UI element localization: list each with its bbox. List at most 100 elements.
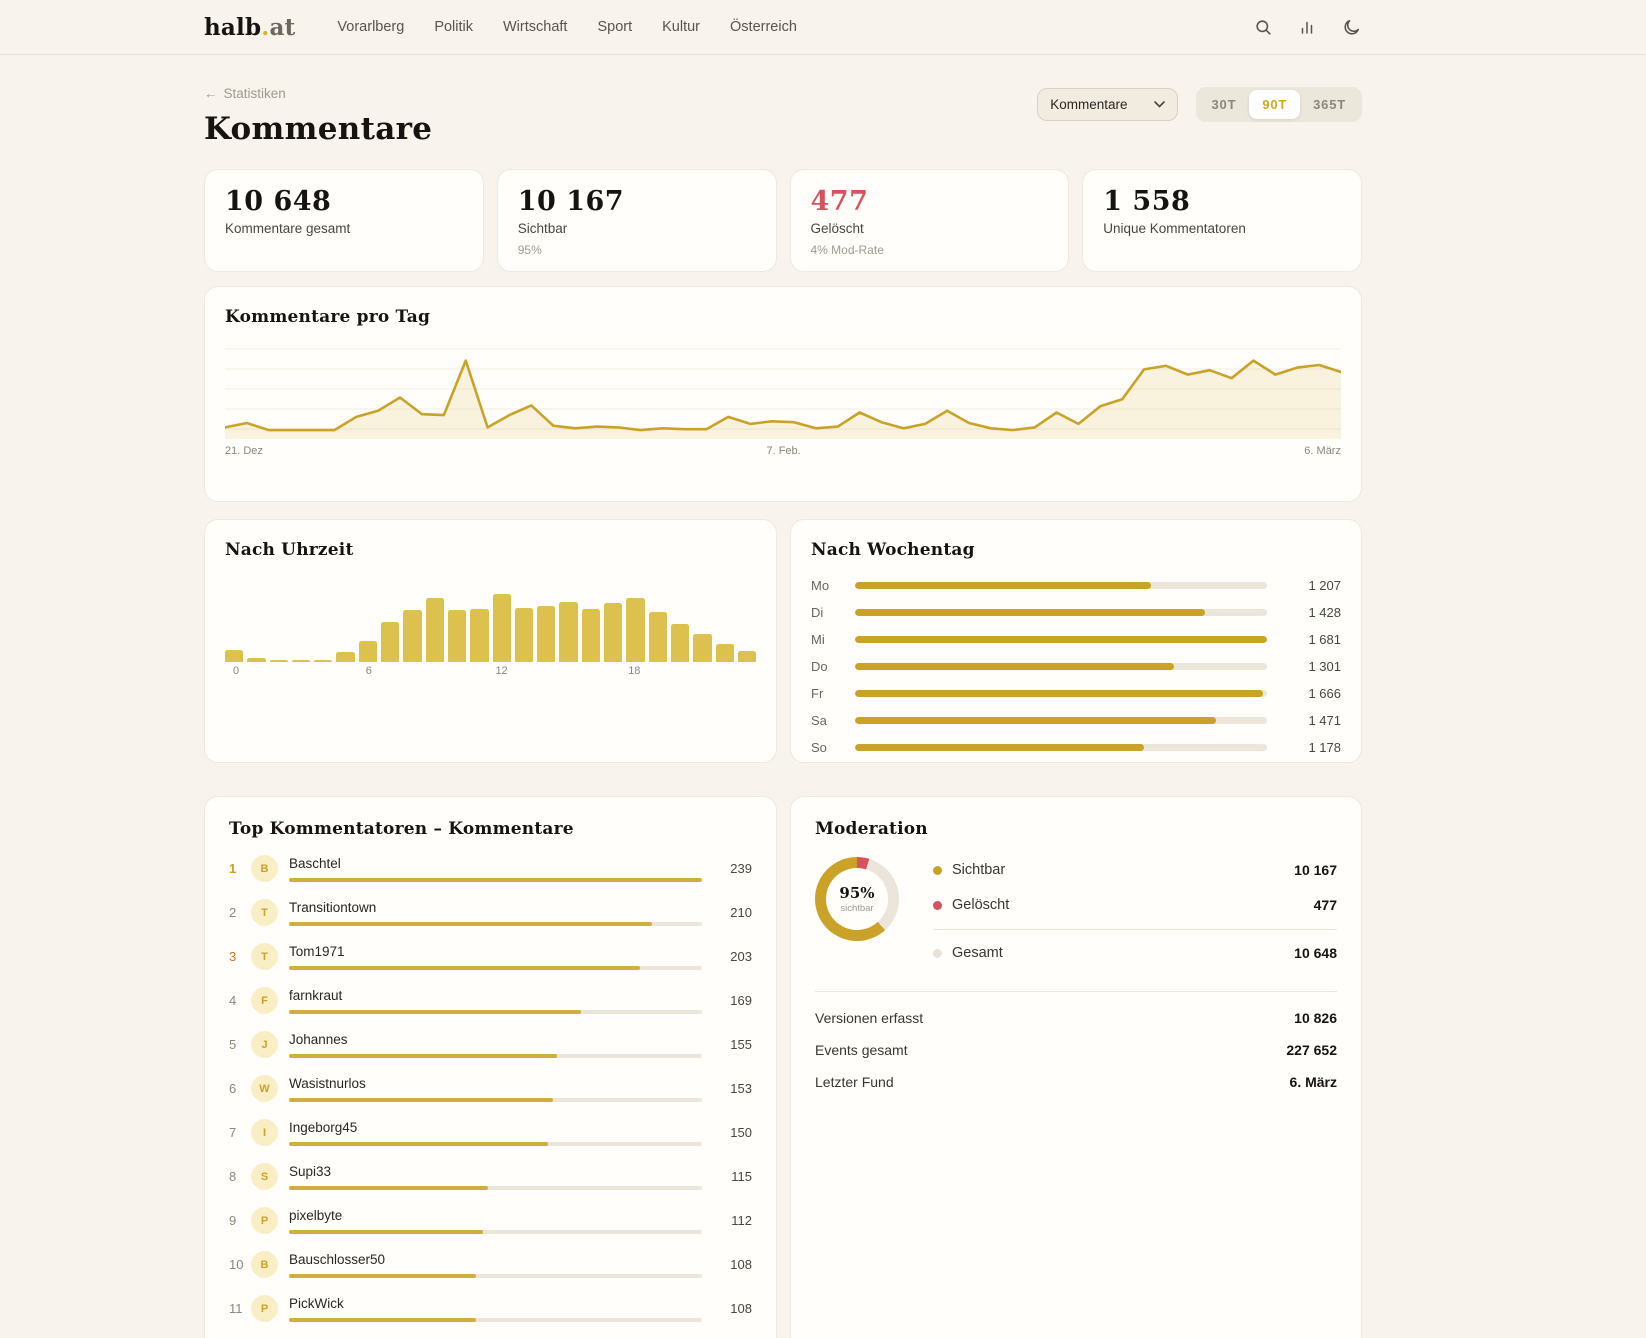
moderation-stat-label: Events gesamt [815,1042,908,1058]
commenter-name: Baschtel [289,855,341,871]
weekday-value: 1 428 [1308,605,1341,620]
commenter-rank: 8 [229,1169,237,1184]
x-tick-mid: 7. Feb. [766,445,801,457]
stat-cards-row: 10 648 Kommentare gesamt 10 167 Sichtbar 95%… [204,169,1362,272]
hour-bar-4 [314,659,333,662]
weekday-row-sa: Sa 1 471 [811,713,1341,728]
commenter-main: Bauschlosser50 [289,1252,702,1278]
commenter-main: Tom1971 [289,944,702,970]
commenter-avatar: F [251,987,278,1014]
weekday-value: 1 301 [1308,659,1341,674]
range-button-30t[interactable]: 30T [1199,90,1250,119]
metric-select[interactable]: Kommentare [1037,88,1178,121]
hour-bar-15 [559,602,578,662]
hours-chart-card: Nach Uhrzeit 0 6 12 18 [204,519,777,763]
legend-dot [933,900,942,910]
weekday-row-do: Do 1 301 [811,659,1341,674]
nav-item-sterreich[interactable]: Österreich [730,19,797,35]
weekday-row-di: Di 1 428 [811,605,1341,620]
daily-chart-x-axis: 21. Dez 7. Feb. 6. März [225,445,1341,457]
commenter-name: Wasistnurlos [289,1075,366,1091]
commenter-bar-fill [289,1273,476,1278]
range-button-90t[interactable]: 90T [1249,90,1301,119]
main-nav: Vorarlberg Politik Wirtschaft Sport Kultur Ös… [337,19,797,35]
commenter-bar-fill [289,1185,488,1190]
commenter-rank: 9 [229,1213,237,1228]
weekday-chart-card: Nach Wochentag Mo 1 207 Di 1 428 Mi 1 681 Do 1 … [790,519,1362,763]
commenter-rank: 10 [229,1257,244,1272]
dark-mode-icon[interactable] [1340,16,1362,38]
commenter-bar-track [289,921,702,926]
hour-bar-10 [447,610,467,662]
chevron-down-icon [1153,101,1165,108]
legend-dot [933,865,942,875]
nav-item-wirtschaft[interactable]: Wirtschaft [503,19,568,35]
back-to-statistiken-link[interactable]: ← Statistiken [204,86,286,101]
top-commenter-row-10: 10 B Bauschlosser50 108 [229,1251,752,1278]
stat-sublabel: 95% [517,243,542,257]
moderation-stat-value: 6. März [1289,1074,1337,1090]
hour-bar-6 [358,641,378,662]
commenter-bar-fill [289,1317,476,1322]
commenter-value: 153 [730,1081,752,1096]
nav-item-kultur[interactable]: Kultur [662,19,701,35]
commenter-avatar: T [251,943,278,970]
moderation-stat-value: 10 826 [1294,1010,1337,1026]
hours-x-axis: 0 6 12 18 [225,662,756,680]
hour-tick-12: 12 [495,665,508,677]
site-logo[interactable]: halb.at [204,13,296,41]
commenter-bar-track [289,1053,702,1058]
topbar: halb.at Vorarlberg Politik Wirtschaft Sport… [0,0,1646,55]
commenter-rank: 7 [229,1125,237,1140]
commenter-value: 115 [731,1169,752,1184]
stat-label: Unique Kommentatoren [1103,221,1246,236]
commenter-name: PickWick [289,1295,344,1311]
top-commenter-row-5: 5 J Johannes 155 [229,1031,752,1058]
weekday-bar-fill [855,636,1267,643]
weekday-bar-track [855,636,1267,643]
hour-tick-6: 6 [365,665,372,677]
range-segmented-control: 30T 90T 365T [1195,87,1362,122]
stat-card-1: 10 167 Sichtbar 95% [496,169,777,272]
hour-bar-17 [604,602,623,662]
hour-bar-22 [715,644,734,662]
commenter-bar-fill [289,1141,549,1146]
moderation-donut-chart: 95% sichtbar [815,857,899,941]
stats-icon[interactable] [1296,16,1318,38]
commenter-bar-track [289,1273,702,1278]
stat-label: Kommentare gesamt [225,221,351,236]
range-button-365t[interactable]: 365T [1300,90,1359,119]
moderation-stat-row: Events gesamt 227 652 [815,1042,1337,1058]
search-icon[interactable] [1252,16,1274,38]
commenter-rank: 2 [229,905,237,920]
weekday-value: 1 681 [1308,632,1341,647]
daily-line-chart [225,348,1341,439]
hour-bar-20 [670,623,690,662]
commenter-bar-fill [289,1009,581,1014]
commenter-rank: 1 [229,861,237,876]
back-arrow-icon: ← [204,86,218,101]
nav-item-vorarlberg[interactable]: Vorarlberg [337,19,405,35]
nav-item-politik[interactable]: Politik [434,19,473,35]
commenter-avatar: B [251,1251,278,1278]
commenter-main: pixelbyte [289,1208,702,1234]
weekday-row-so: So 1 178 [811,740,1341,755]
nav-item-sport[interactable]: Sport [597,19,633,35]
weekday-label: Do [811,659,828,674]
commenter-main: Ingeborg45 [289,1120,702,1146]
stat-label: Gelöscht [810,221,864,236]
commenter-rank: 5 [229,1037,237,1052]
commenter-bar-fill [289,1229,483,1234]
weekday-bar-track [855,690,1267,697]
moderation-stat-row: Versionen erfasst 10 826 [815,1010,1337,1026]
weekday-chart-title: Nach Wochentag [811,540,975,560]
top-commenter-row-6: 6 W Wasistnurlos 153 [229,1075,752,1102]
moderation-stats: Versionen erfasst 10 826 Events gesamt 227 … [815,1010,1337,1090]
commenter-value: 239 [730,861,752,876]
top-commenter-row-2: 2 T Transitiontown 210 [229,899,752,926]
weekday-row-mi: Mi 1 681 [811,632,1341,647]
commenter-avatar: B [251,855,278,882]
weekday-bar-track [855,609,1267,616]
commenter-rank: 3 [229,949,237,964]
